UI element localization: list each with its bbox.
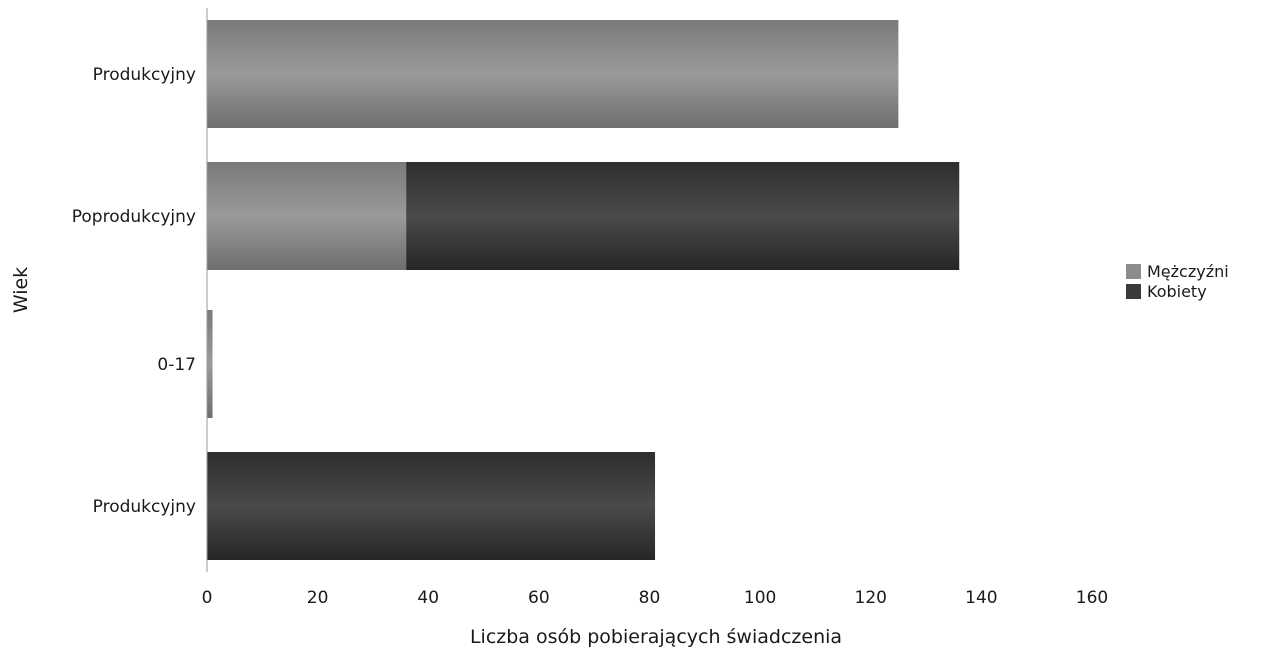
- y-tick-label: Poprodukcyjny: [72, 207, 196, 227]
- bar-men-0: [207, 20, 899, 128]
- x-tick-label: 0: [202, 588, 213, 608]
- bar-men-2: [207, 310, 213, 418]
- x-tick-label: 40: [417, 588, 439, 608]
- x-axis-title: Liczba osób pobierających świadczenia: [470, 626, 842, 648]
- legend-label: Mężczyźni: [1147, 262, 1229, 281]
- y-tick-label: Produkcyjny: [93, 65, 196, 85]
- x-tick-label: 100: [744, 588, 776, 608]
- legend-swatch-men: [1126, 264, 1141, 279]
- legend-swatch-women: [1126, 284, 1141, 299]
- x-tick-label: 80: [639, 588, 661, 608]
- bars-group: [207, 20, 960, 560]
- x-tick-label: 140: [965, 588, 997, 608]
- x-tick-labels: 0 20 40 60 80 100 120 140 160: [202, 588, 1109, 608]
- y-tick-label: Produkcyjny: [93, 497, 196, 517]
- y-axis-title: Wiek: [10, 267, 32, 313]
- bar-women-1: [406, 162, 960, 270]
- legend-label: Kobiety: [1147, 282, 1207, 301]
- x-tick-label: 160: [1076, 588, 1108, 608]
- x-tick-label: 60: [528, 588, 550, 608]
- y-tick-label: 0-17: [157, 355, 196, 375]
- y-tick-labels: Produkcyjny Poprodukcyjny 0-17 Produkcyjny: [72, 65, 196, 517]
- bar-men-1: [207, 162, 407, 270]
- bar-women-3: [207, 452, 656, 560]
- x-tick-label: 120: [855, 588, 887, 608]
- x-tick-label: 20: [307, 588, 329, 608]
